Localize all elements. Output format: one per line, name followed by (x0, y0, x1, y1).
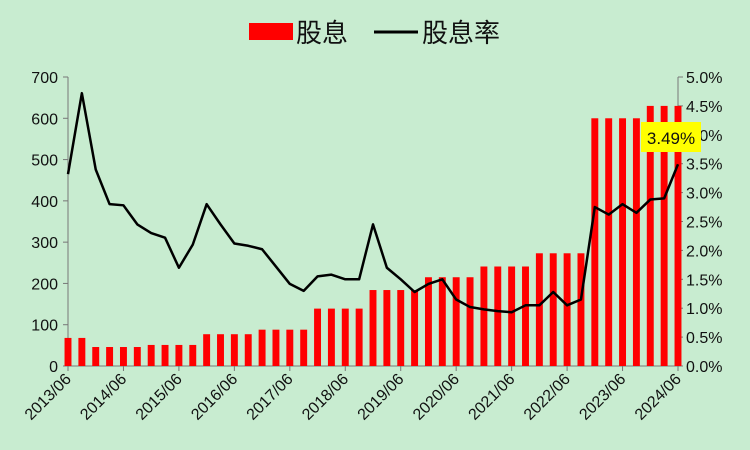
dividend-bar (314, 308, 322, 366)
x-axis-tick-label: 2018/06 (299, 371, 352, 424)
x-axis-tick-label: 2013/06 (22, 371, 75, 424)
dividend-bar (64, 337, 72, 366)
dividend-bar (452, 277, 460, 366)
left-axis-tick-label: 100 (31, 318, 58, 335)
dividend-bar (217, 334, 224, 366)
right-axis-tick-label: 3.5% (686, 157, 722, 174)
right-axis-tick-label: 5.0% (686, 70, 722, 87)
left-axis-tick-label: 600 (31, 111, 58, 128)
dividend-bar (522, 266, 529, 366)
dividend-bar (341, 308, 349, 366)
left-axis-tick-label: 300 (31, 235, 58, 252)
latest-yield-callout-bg (641, 122, 701, 152)
x-axis-tick-label: 2024/06 (632, 371, 685, 424)
dividend-bar (438, 277, 446, 366)
x-axis-tick-label: 2022/06 (521, 371, 574, 424)
dividend-bar (646, 105, 654, 367)
dividend-bar (424, 277, 432, 366)
dividend-yield-line (66, 91, 680, 314)
dividend-bar (591, 118, 599, 367)
dividend-bar (327, 308, 335, 366)
x-axis-tick-label: 2023/06 (576, 371, 629, 424)
dividend-bar (258, 329, 266, 366)
legend-label-yield: 股息率 (422, 19, 500, 49)
legend-label-dividend: 股息 (296, 19, 348, 49)
x-axis-tick-label: 2014/06 (77, 371, 130, 424)
dividend-bar (383, 290, 391, 366)
x-axis-tick-label: 2016/06 (188, 371, 241, 424)
dividend-bar (508, 266, 516, 366)
x-axis-tick-label: 2020/06 (410, 371, 463, 424)
dividend-bar (106, 347, 114, 366)
dividend-bar (78, 337, 86, 366)
dividend-bar (92, 347, 100, 366)
dividend-bar (189, 344, 197, 366)
dividend-bar (272, 329, 280, 366)
dividend-bar (147, 344, 155, 366)
dividend-bar (411, 290, 419, 366)
dividend-bar (244, 334, 252, 366)
right-axis-tick-label: 3.0% (686, 186, 722, 203)
dividend-bar (674, 105, 682, 367)
x-axis-tick-label: 2015/06 (133, 371, 186, 424)
left-axis-tick-label: 700 (31, 70, 58, 87)
right-axis-tick-label: 2.5% (686, 215, 722, 232)
dividend-bar (355, 308, 363, 366)
right-axis-tick-label: 0.0% (686, 359, 722, 376)
dividend-bar (535, 253, 543, 366)
x-axis-tick-label: 2019/06 (355, 371, 408, 424)
dividend-bar (161, 344, 169, 366)
dividend-bar (577, 253, 585, 366)
dividend-bar (466, 277, 474, 366)
dividend-bar (480, 266, 488, 366)
right-axis-tick-label: 1.0% (686, 301, 722, 318)
legend-swatch-dividend (249, 23, 293, 40)
dividend-bar (660, 105, 668, 367)
left-axis-tick-label: 500 (31, 153, 58, 170)
left-axis-tick-label: 0 (49, 359, 58, 376)
right-axis-tick-label: 0.5% (686, 330, 722, 347)
dividend-bar (203, 334, 211, 366)
dividend-bar (300, 329, 308, 366)
dividend-bar (119, 347, 127, 366)
right-axis-tick-label: 4.5% (686, 99, 722, 116)
left-axis-tick-label: 200 (31, 276, 58, 293)
dividend-bar (632, 118, 640, 367)
latest-yield-callout: 3.49% (647, 129, 695, 148)
x-axis-tick-label: 2017/06 (244, 371, 297, 424)
right-axis-tick-label: 1.5% (686, 272, 722, 289)
x-axis-tick-label: 2021/06 (466, 371, 519, 424)
dividend-bar (175, 344, 183, 366)
dividend-bar (563, 253, 571, 366)
dividend-bar (397, 290, 405, 366)
dividend-bar (230, 334, 238, 366)
dividend-bar (133, 347, 141, 366)
dividend-bar (549, 253, 557, 366)
dividend-bar (494, 266, 502, 366)
left-axis-tick-label: 400 (31, 194, 58, 211)
right-axis-tick-label: 2.0% (686, 243, 722, 260)
dividend-bar (605, 118, 613, 367)
dividend-bar (369, 290, 377, 366)
dividend-bar (619, 118, 627, 367)
dividend-bar (286, 329, 294, 366)
